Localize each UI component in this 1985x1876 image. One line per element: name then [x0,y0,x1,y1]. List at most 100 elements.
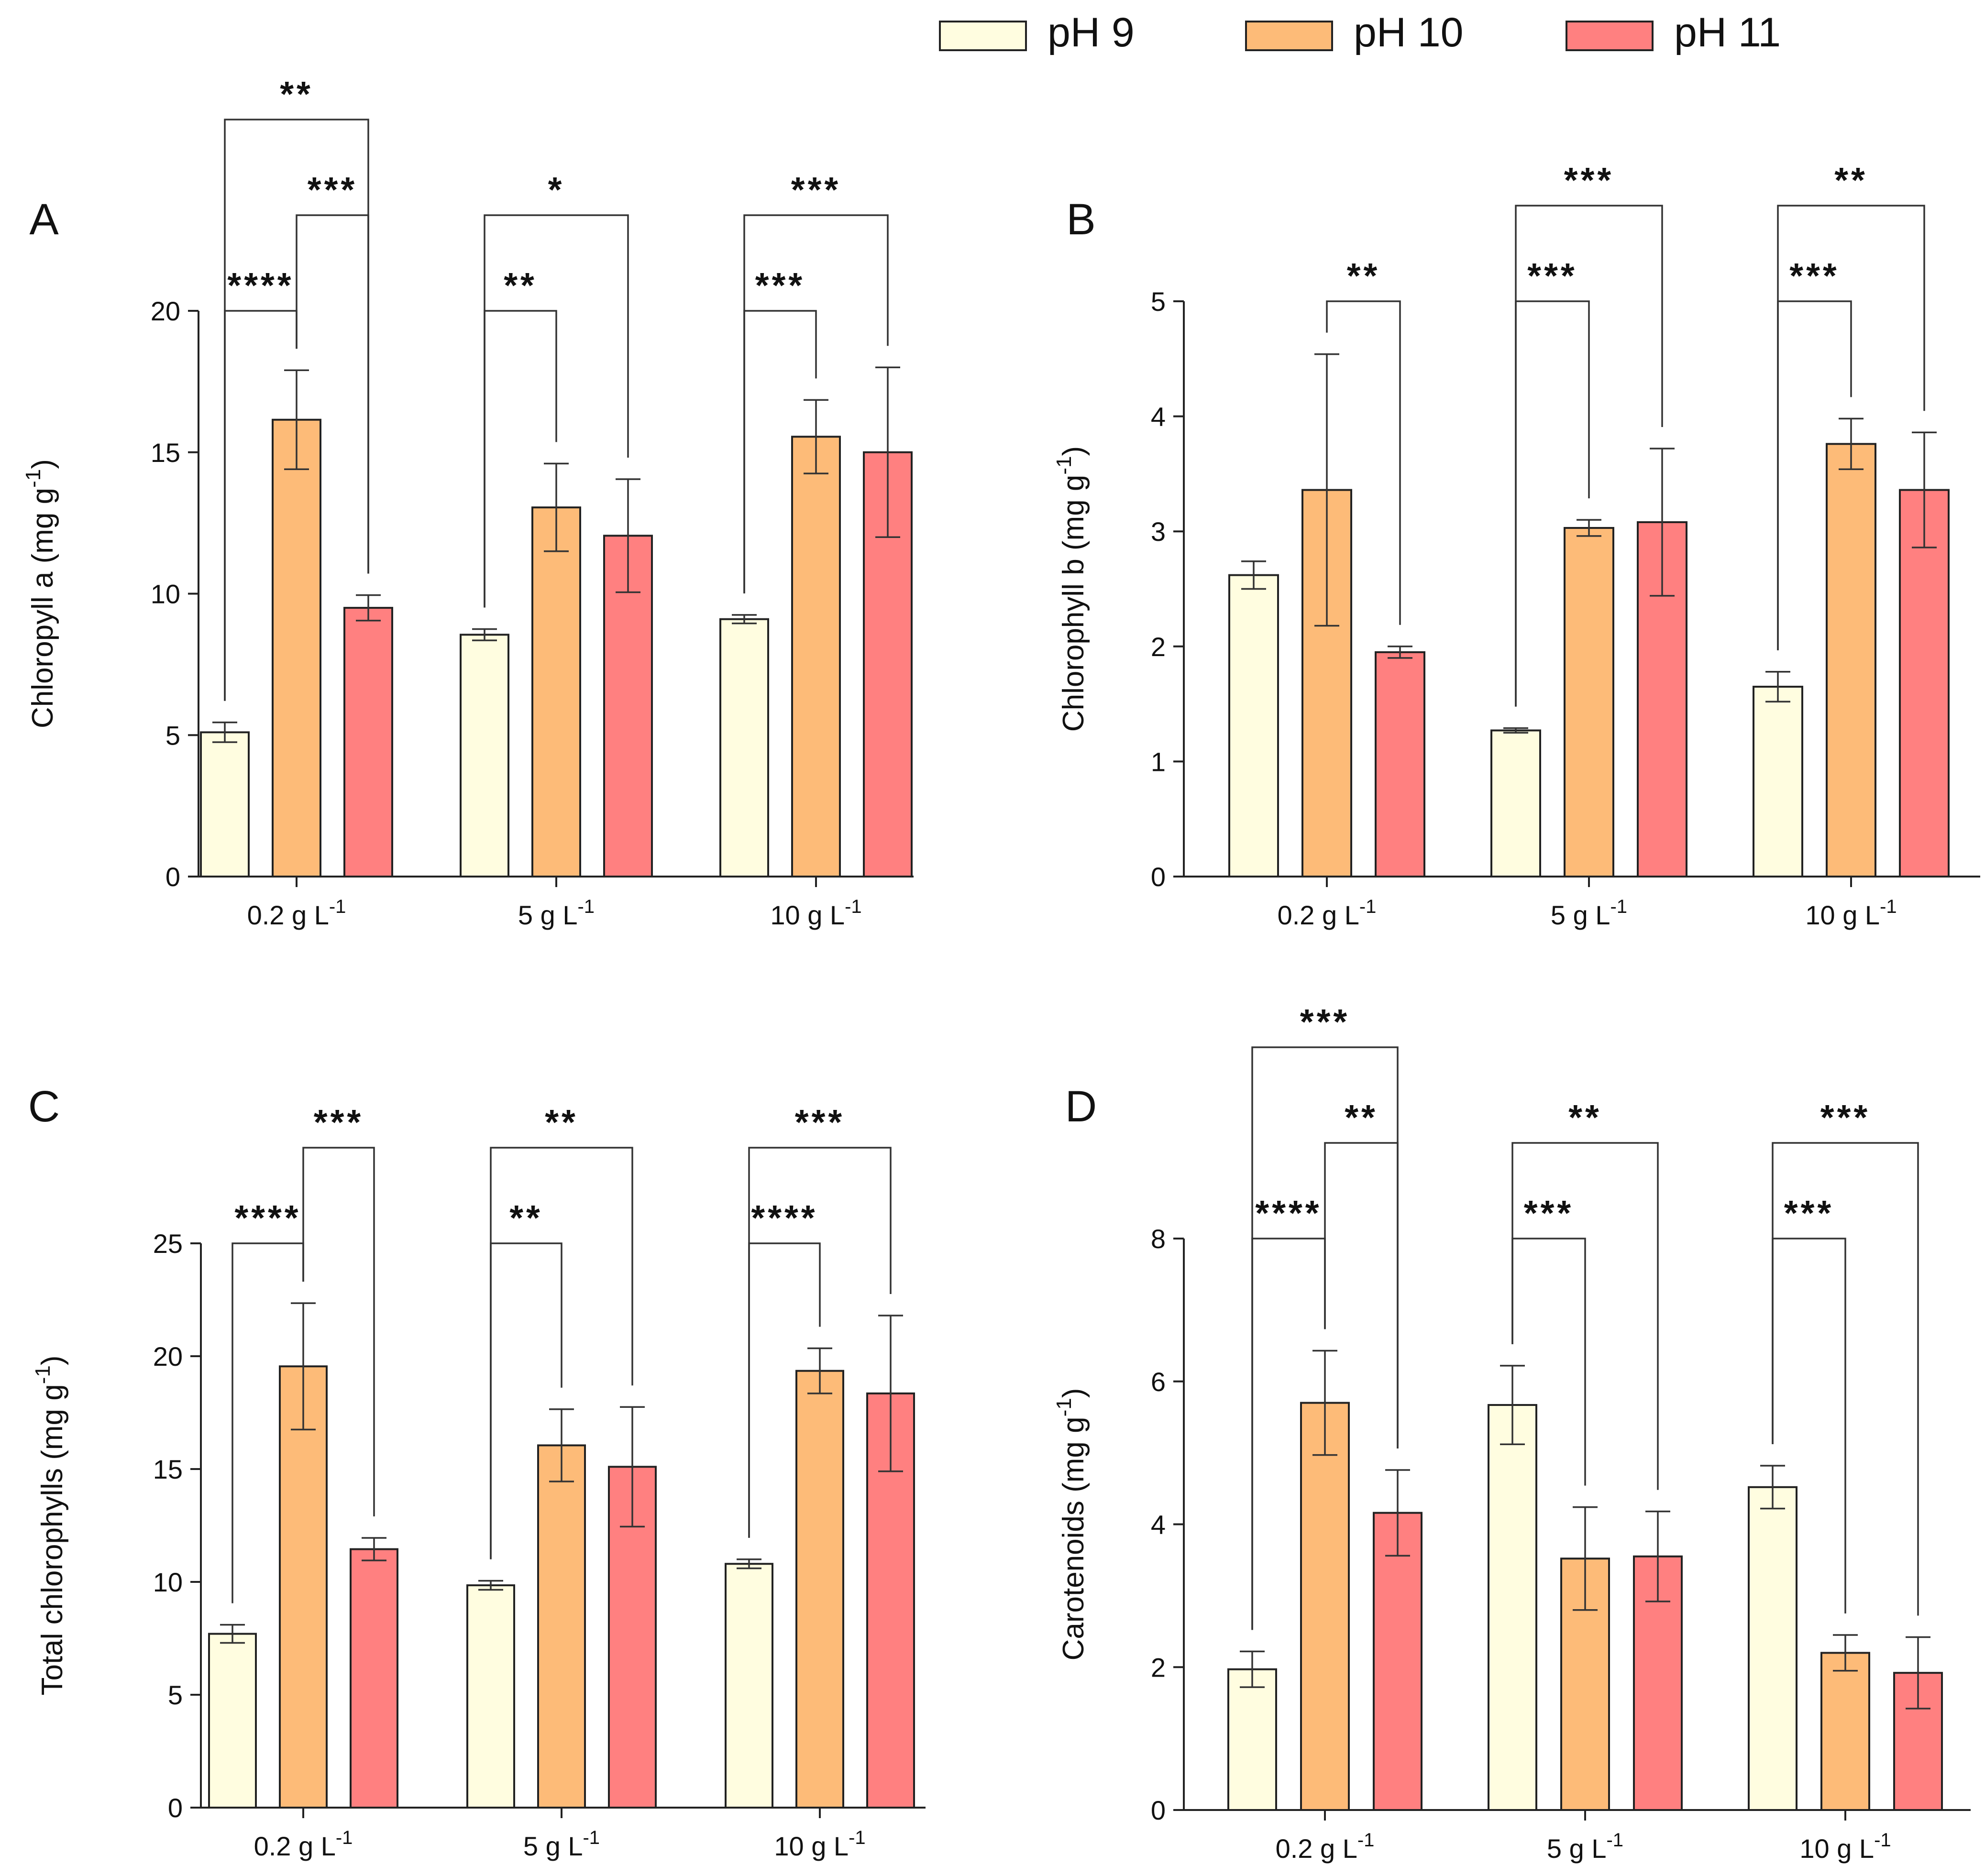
significance-label-0: **** [1255,1193,1322,1233]
significance-bracket-3 [490,1147,633,1559]
bar-ph10-2 [1820,1652,1870,1811]
x-category-label-2: 10 g L-1 [774,1827,865,1861]
x-category-label-0: 0.2 g L-1 [1276,1830,1375,1864]
significance-bracket-6 [743,214,889,593]
significance-label-5: *** [1784,1193,1834,1233]
significance-label-1: ** [1345,1097,1378,1137]
x-category-label-1: 5 g L-1 [1551,896,1627,930]
significance-label-4: * [548,170,565,209]
y-tick-label-2: 10 [153,1567,183,1597]
bar-ph9-1 [1488,1404,1537,1811]
y-tick-label-0: 0 [168,1793,183,1823]
panel-label: B [1066,195,1095,244]
panel-label: C [28,1082,60,1131]
legend-label-2: pH 10 [1354,10,1464,55]
bar-ph9-0 [1227,1668,1277,1811]
legend-swatch-2 [1245,21,1333,51]
bar-ph10-2 [791,436,841,878]
significance-bracket-5 [748,1147,892,1538]
significance-label-4: ** [1568,1097,1602,1137]
panel-a-chlorophyll-a: A 0 5 10 15 20 0.2 g L-1 5 g L-1 10 g L-1 Chlorop… [22,74,914,930]
bar-ph10-0 [272,418,321,878]
significance-bracket-0 [1326,300,1401,625]
bar-ph11-2 [1899,489,1950,878]
significance-bracket-2 [1515,205,1663,707]
significance-label-2: ** [280,74,313,114]
significance-label-4: **** [751,1198,817,1238]
panel-d-carotenoids: D 0 2 4 6 8 0.2 g L-1 5 g L-1 10 g L-1 Carotenoid… [1052,1002,1971,1864]
bar-ph11-0 [343,607,393,878]
y-axis-label: Total chlorophylls (mg g-1) [31,1355,69,1695]
legend-label-1: pH 9 [1048,10,1135,55]
bar-ph9-0 [208,1633,257,1809]
bar-ph11-0 [1373,1512,1423,1811]
bar-ph10-2 [795,1370,844,1809]
y-tick-label-5: 25 [153,1229,183,1259]
significance-label-2: *** [1564,160,1614,200]
bar-ph9-2 [1748,1486,1798,1811]
significance-label-3: ** [504,265,537,305]
y-tick-label-5: 5 [1151,286,1166,317]
y-tick-label-1: 5 [165,720,180,750]
significance-bracket-4 [484,214,629,608]
y-tick-label-4: 4 [1151,402,1166,432]
x-category-label-1: 5 g L-1 [523,1827,600,1861]
bar-ph9-2 [1753,686,1803,878]
y-tick-label-0: 0 [1151,862,1166,892]
y-tick-label-3: 3 [1151,516,1166,547]
significance-label-2: *** [1300,1002,1350,1042]
significance-bracket-2 [1251,1046,1399,1630]
y-tick-label-0: 0 [1151,1795,1166,1825]
significance-bracket-4 [1777,205,1925,650]
x-category-label-0: 0.2 g L-1 [254,1827,353,1861]
legend: pH 9 pH 10 pH 11 [939,10,1781,55]
significance-label-2: ** [509,1198,543,1238]
significance-label-3: *** [1524,1193,1574,1233]
panel-b-chlorophyll-b: B 0 1 2 3 4 5 0.2 g L-1 5 g L-1 10 g L-1 Chlorophy… [1052,160,1980,930]
y-axis-label: Carotenoids (mg g-1) [1052,1388,1090,1661]
y-tick-label-3: 15 [151,438,180,468]
legend-swatch-1 [939,21,1027,51]
bar-ph10-0 [1300,1402,1350,1811]
x-category-label-1: 5 g L-1 [518,896,595,930]
significance-label-1: *** [308,170,357,209]
significance-label-6: *** [791,170,841,209]
y-tick-label-4: 20 [153,1341,183,1371]
significance-bracket-4 [1511,1142,1659,1490]
x-category-label-0: 0.2 g L-1 [247,896,346,930]
legend-swatch-3 [1566,21,1654,51]
significance-label-1: *** [1527,256,1577,296]
bar-ph9-2 [725,1563,773,1809]
legend-label-3: pH 11 [1674,10,1781,55]
y-tick-label-3: 6 [1151,1367,1166,1397]
y-tick-label-1: 1 [1151,746,1166,777]
y-tick-label-2: 2 [1151,632,1166,662]
bar-ph9-1 [460,634,509,878]
bar-ph9-1 [466,1584,515,1809]
y-tick-label-2: 10 [151,579,180,609]
x-category-label-2: 10 g L-1 [1799,1830,1891,1864]
significance-bracket-2 [224,119,369,701]
bar-ph10-2 [1826,443,1876,878]
bar-ph10-1 [531,506,581,878]
y-axis-label: Chlorophyll b (mg g-1) [1052,446,1090,732]
significance-bracket-6 [1772,1142,1919,1616]
y-axis-label: Chloropyll a (mg g-1) [22,459,59,728]
significance-label-0: **** [234,1198,301,1238]
bar-ph9-1 [1490,729,1541,878]
y-tick-label-1: 2 [1151,1652,1166,1682]
bar-ph10-0 [279,1365,328,1809]
x-category-label-1: 5 g L-1 [1547,1830,1623,1864]
bar-ph10-1 [537,1444,586,1809]
y-tick-label-4: 20 [151,296,180,326]
bar-ph11-0 [350,1548,398,1809]
y-tick-label-1: 5 [168,1680,183,1710]
significance-label-0: **** [227,265,294,305]
significance-bracket-1 [302,1147,375,1516]
significance-label-3: ** [545,1102,578,1142]
bar-ph9-0 [200,731,250,878]
y-tick-label-3: 15 [153,1454,183,1484]
panel-label: D [1065,1082,1097,1131]
significance-label-6: *** [1820,1097,1870,1137]
